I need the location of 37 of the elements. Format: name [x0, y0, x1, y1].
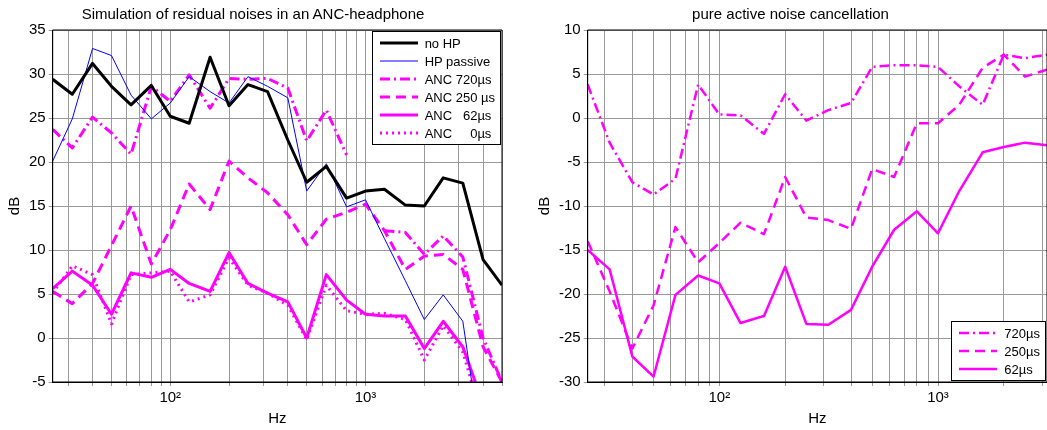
x-axis-title: Hz	[808, 409, 827, 427]
y-tick-label: 0	[37, 328, 46, 346]
legend-label: no HP	[424, 35, 461, 51]
x-tick-label: 10²	[708, 388, 731, 406]
y-tick-label: 35	[29, 20, 46, 38]
chart-title: Simulation of residual noises in an ANC-headphone	[81, 5, 425, 23]
y-tick-label: 20	[29, 152, 46, 170]
y-tick-label: -25	[558, 328, 581, 346]
y-axis-title: dB	[5, 196, 23, 216]
y-tick-label: -10	[558, 196, 581, 214]
x-tick-label: 10³	[927, 388, 949, 406]
x-axis-title: Hz	[268, 409, 287, 427]
y-tick-label: 0	[572, 108, 581, 126]
legend-label: ANC 0µs	[424, 125, 492, 141]
y-tick-label: -20	[558, 284, 581, 302]
y-tick-label: 5	[37, 284, 46, 302]
legend-label: ANC 720µs	[424, 71, 492, 87]
legend-label: 250µs	[1004, 343, 1040, 359]
y-tick-label: 10	[563, 20, 581, 38]
y-tick-label: -5	[32, 372, 46, 390]
legend-label: 62µs	[1004, 361, 1033, 377]
legend-label: ANC 250 µs	[424, 89, 495, 105]
legend-label: ANC 62µs	[424, 107, 492, 123]
chart-title: pure active noise cancellation	[692, 5, 889, 23]
y-tick-label: -15	[558, 240, 581, 258]
y-tick-label: 25	[29, 108, 46, 126]
legend-label: 720µs	[1004, 325, 1040, 341]
y-tick-label: -30	[558, 372, 581, 390]
y-tick-label: 10	[29, 240, 46, 258]
y-tick-label: 15	[29, 196, 46, 214]
y-axis-title: dB	[535, 196, 553, 216]
x-tick-label: 10²	[159, 388, 182, 406]
y-tick-label: -5	[567, 152, 581, 170]
y-tick-label: 5	[572, 64, 581, 82]
y-tick-label: 30	[29, 64, 46, 82]
legend-label: HP passive	[424, 53, 491, 69]
x-tick-label: 10³	[354, 388, 377, 406]
